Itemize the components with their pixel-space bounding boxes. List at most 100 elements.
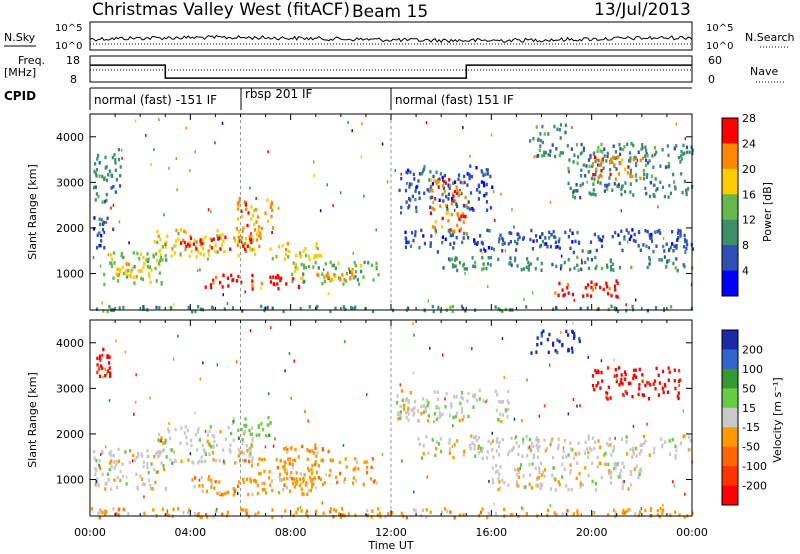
data-cell bbox=[517, 484, 520, 489]
data-cell bbox=[279, 459, 282, 463]
data-cell bbox=[354, 305, 357, 309]
data-cell bbox=[491, 447, 494, 452]
data-cell bbox=[280, 276, 283, 281]
data-cell bbox=[128, 460, 131, 465]
data-cell bbox=[426, 403, 429, 408]
data-cell bbox=[251, 492, 254, 497]
data-cell bbox=[159, 253, 162, 257]
y-tick-label: 3000 bbox=[56, 382, 84, 395]
data-cell bbox=[629, 159, 632, 163]
data-cell bbox=[102, 309, 105, 313]
data-cell bbox=[351, 273, 354, 277]
data-cell bbox=[363, 194, 365, 198]
data-cell bbox=[540, 154, 543, 158]
data-cell bbox=[429, 196, 432, 200]
data-cell bbox=[155, 470, 158, 474]
data-cell bbox=[447, 211, 450, 215]
data-cell bbox=[644, 145, 647, 149]
data-cell bbox=[296, 507, 299, 511]
data-cell bbox=[321, 458, 324, 462]
data-cell bbox=[571, 448, 574, 452]
data-cell bbox=[96, 477, 99, 481]
data-cell bbox=[632, 450, 635, 454]
data-cell bbox=[152, 508, 155, 512]
data-cell bbox=[635, 454, 638, 458]
data-cell bbox=[638, 472, 641, 477]
data-cell bbox=[264, 491, 268, 495]
data-cell bbox=[572, 456, 575, 460]
data-cell bbox=[170, 254, 173, 258]
data-cell bbox=[243, 431, 246, 436]
data-cell bbox=[244, 459, 247, 463]
data-cell bbox=[599, 445, 602, 450]
data-cell bbox=[507, 242, 510, 246]
data-cell bbox=[102, 347, 105, 352]
data-cell bbox=[460, 214, 463, 218]
data-cell bbox=[399, 383, 401, 387]
data-cell bbox=[679, 378, 682, 382]
data-cell bbox=[287, 255, 290, 259]
data-cell bbox=[565, 455, 568, 459]
data-cell bbox=[266, 198, 269, 202]
data-cell bbox=[305, 512, 308, 516]
data-cell bbox=[164, 245, 167, 249]
data-cell bbox=[573, 153, 576, 157]
data-cell bbox=[212, 306, 215, 310]
data-cell bbox=[589, 250, 592, 254]
data-cell bbox=[594, 172, 597, 177]
data-cell bbox=[329, 507, 332, 511]
data-cell bbox=[507, 483, 510, 487]
data-cell bbox=[164, 254, 167, 258]
data-cell bbox=[405, 240, 408, 245]
data-cell bbox=[255, 238, 259, 242]
data-cell bbox=[436, 397, 439, 402]
data-cell bbox=[418, 172, 421, 176]
data-cell bbox=[542, 329, 545, 333]
data-cell bbox=[370, 263, 373, 267]
data-cell bbox=[556, 245, 559, 249]
data-cell bbox=[329, 458, 332, 462]
data-cell bbox=[474, 393, 477, 397]
data-cell bbox=[567, 333, 570, 337]
data-cell bbox=[577, 452, 580, 456]
data-cell bbox=[405, 416, 408, 420]
data-cell bbox=[242, 477, 245, 481]
data-cell bbox=[462, 306, 465, 311]
data-cell bbox=[659, 506, 662, 511]
data-cell bbox=[471, 441, 474, 445]
data-cell bbox=[224, 491, 227, 495]
data-cell bbox=[415, 209, 418, 214]
data-cell bbox=[629, 172, 632, 176]
data-cell bbox=[106, 372, 108, 376]
data-cell bbox=[555, 305, 558, 310]
data-cell bbox=[146, 252, 149, 256]
data-cell bbox=[167, 513, 170, 518]
y-tick-label: 1000 bbox=[56, 474, 84, 487]
data-cell bbox=[679, 441, 682, 446]
data-cell bbox=[666, 259, 669, 263]
data-cell bbox=[282, 447, 286, 451]
data-cell bbox=[671, 242, 674, 246]
data-cell bbox=[614, 177, 617, 181]
data-cell bbox=[443, 179, 446, 184]
data-cell bbox=[235, 360, 238, 364]
data-cell bbox=[230, 273, 233, 278]
data-cell bbox=[201, 484, 204, 488]
data-cell bbox=[327, 449, 330, 454]
data-cell bbox=[354, 263, 357, 268]
data-cell bbox=[187, 458, 190, 462]
data-cell bbox=[585, 164, 588, 168]
data-cell bbox=[99, 243, 102, 248]
data-cell bbox=[540, 341, 543, 346]
data-cell bbox=[108, 361, 111, 365]
data-cell bbox=[243, 423, 246, 428]
data-cell bbox=[603, 147, 606, 151]
data-cell bbox=[486, 228, 489, 233]
data-cell bbox=[635, 162, 638, 166]
data-cell bbox=[242, 480, 245, 485]
data-cell bbox=[324, 262, 327, 266]
data-cell bbox=[311, 463, 314, 468]
data-cell bbox=[611, 449, 614, 454]
data-cell bbox=[111, 155, 114, 160]
data-cell bbox=[197, 250, 200, 254]
